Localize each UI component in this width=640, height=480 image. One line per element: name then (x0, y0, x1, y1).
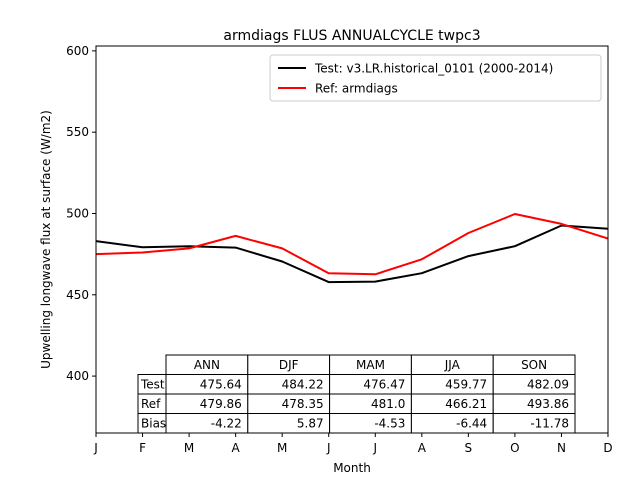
table-value: 479.86 (200, 397, 242, 411)
x-tick-label: M (277, 441, 287, 455)
table-value: 481.0 (371, 397, 405, 411)
table-value: 475.64 (200, 378, 242, 392)
x-tick-label: J (93, 441, 98, 455)
table-value: 478.35 (282, 397, 324, 411)
x-tick-label: O (510, 441, 519, 455)
plot-frame (95, 45, 609, 434)
series-line-test (96, 224, 608, 284)
x-tick-label: M (184, 441, 194, 455)
x-tick-label: S (465, 441, 473, 455)
table-value: 5.87 (297, 417, 324, 431)
table-value: 482.09 (527, 378, 569, 392)
y-tick-label: 600 (66, 44, 89, 58)
table-value: 484.22 (282, 378, 324, 392)
y-tick-label: 400 (66, 369, 89, 383)
x-tick-label: A (232, 441, 241, 455)
chart-title: armdiags FLUS ANNUALCYCLE twpc3 (223, 28, 480, 44)
table-header-mam: MAM (356, 358, 385, 372)
y-tick-label: 500 (66, 206, 89, 220)
table-row-label-bias: Bias (141, 417, 166, 431)
x-tick-label: N (557, 441, 566, 455)
x-tick-label: J (372, 441, 377, 455)
table-header-jja: JJA (444, 358, 461, 372)
table-value: -11.78 (530, 417, 569, 431)
series-layer (96, 213, 608, 284)
table-row-label-ref: Ref (141, 397, 161, 411)
x-tick-label: J (326, 441, 331, 455)
y-tick-label: 550 (66, 125, 89, 139)
table-value: 466.21 (445, 397, 487, 411)
legend-label-test: Test: v3.LR.historical_0101 (2000-2014) (314, 62, 553, 76)
table-value: 493.86 (527, 397, 569, 411)
y-tick-label: 450 (66, 288, 89, 302)
table-header-son: SON (521, 358, 547, 372)
legend-box (269, 54, 602, 102)
table-value: -6.44 (456, 417, 487, 431)
y-axis-label: Upwelling longwave flux at surface (W/m2… (39, 110, 53, 369)
table-row-label-test: Test (140, 378, 165, 392)
y-axis: 400 450 500 550 600 (66, 44, 96, 383)
legend: Test: v3.LR.historical_0101 (2000-2014) R… (269, 54, 602, 102)
x-tick-label: A (418, 441, 427, 455)
table-value: -4.22 (211, 417, 242, 431)
table-header-ann: ANN (194, 358, 220, 372)
x-tick-label: D (603, 441, 612, 455)
x-axis-label: Month (333, 461, 371, 475)
table-value: -4.53 (374, 417, 405, 431)
table-value: 476.47 (363, 378, 405, 392)
x-tick-label: F (139, 441, 146, 455)
stats-table: ANN DJF MAM JJA SON Test 475.64 484.22 476.47 459… (137, 354, 576, 434)
table-header-djf: DJF (279, 358, 299, 372)
series-line-ref (96, 213, 608, 276)
legend-label-ref: Ref: armdiags (315, 82, 398, 96)
table-value: 459.77 (445, 378, 487, 392)
